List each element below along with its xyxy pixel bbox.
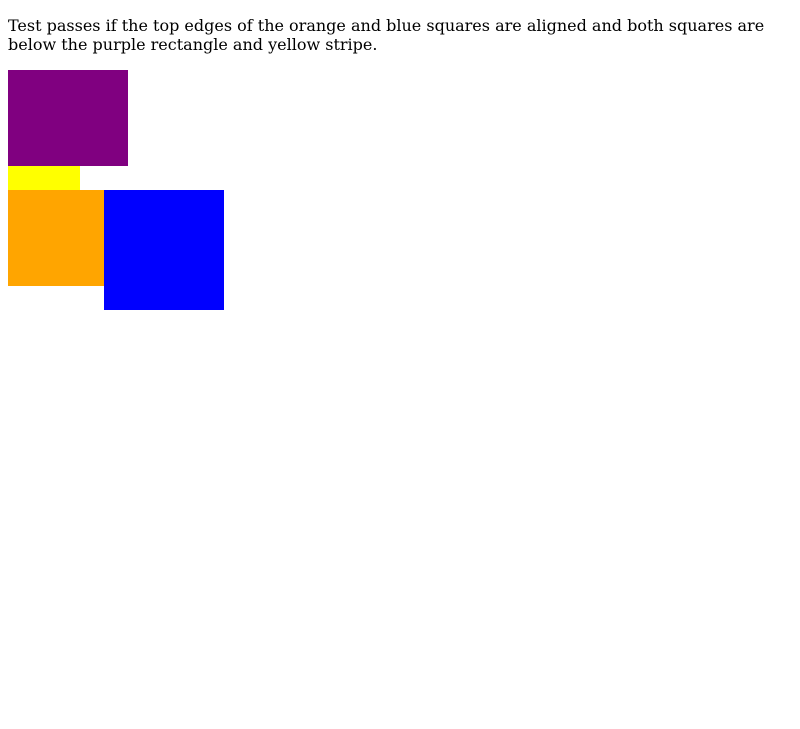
test-instructions: Test passes if the top edges of the oran… [8, 16, 765, 54]
purple-rectangle [8, 70, 128, 166]
orange-square [8, 190, 104, 286]
yellow-stripe [8, 166, 80, 190]
blue-square [104, 190, 224, 310]
